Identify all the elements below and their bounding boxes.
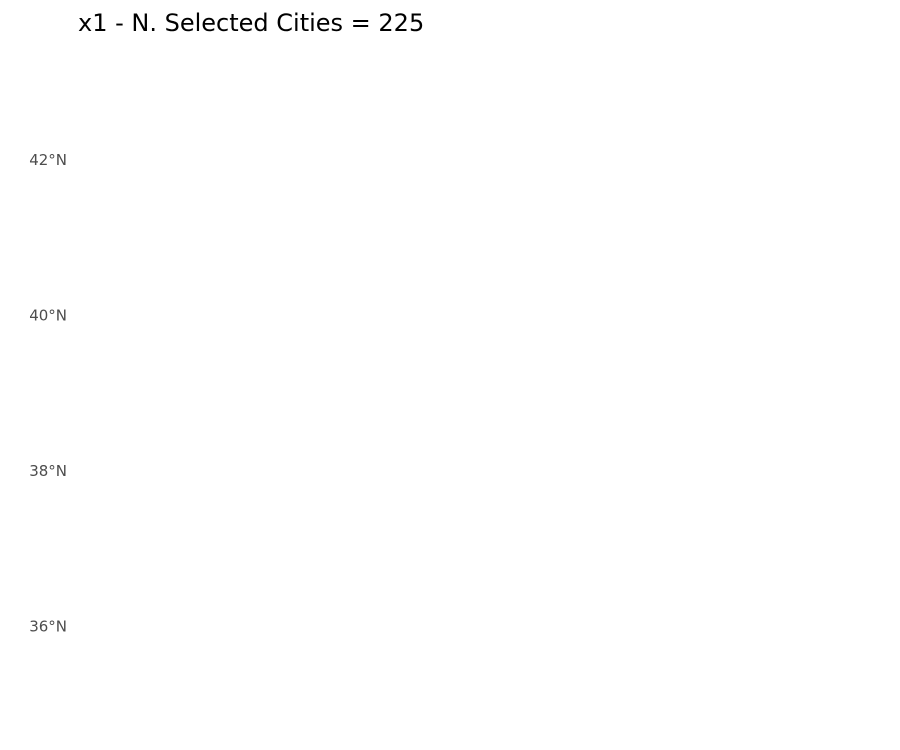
y-tick-label: 38°N: [29, 462, 67, 480]
y-tick-label: 36°N: [29, 617, 67, 635]
chart-title: x1 - N. Selected Cities = 225: [78, 9, 424, 37]
y-tick-label: 40°N: [29, 307, 67, 325]
axis-ticks: 6°W4°W2°W0°2°E4°E36°N38°N40°N42°N: [29, 151, 67, 635]
y-tick-label: 42°N: [29, 151, 67, 169]
